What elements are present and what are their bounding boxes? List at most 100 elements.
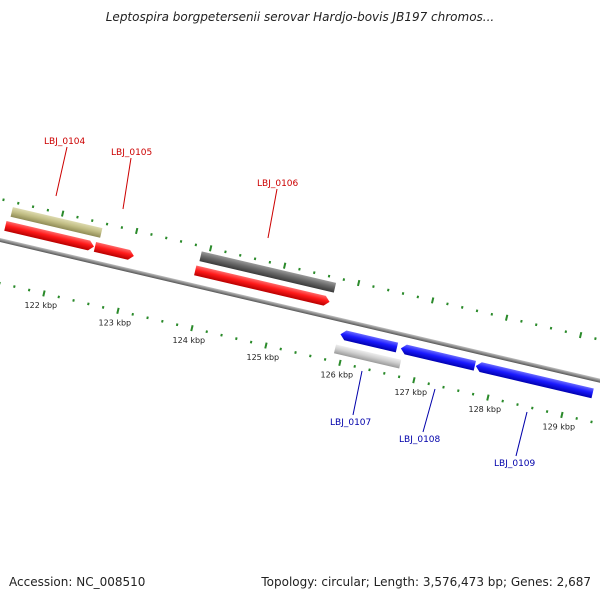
minor-tick <box>457 389 460 393</box>
minor-tick <box>294 351 297 354</box>
accession-text: Accession: NC_008510 <box>9 575 146 589</box>
gene-region-light[interactable] <box>333 344 402 369</box>
minor-tick <box>490 312 494 316</box>
minor-tick <box>383 371 386 375</box>
gene-label-LBJ_0109[interactable]: LBJ_0109 <box>494 459 536 469</box>
map-title: Leptospira borgpetersenii serovar Hardjo… <box>105 10 495 24</box>
minor-tick <box>91 219 94 223</box>
major-tick <box>486 394 490 401</box>
scale-tick-label: 123 kbp <box>99 318 132 327</box>
leader-line-LBJ_0108 <box>422 388 436 433</box>
scale-tick-label: 124 kbp <box>173 336 206 345</box>
minor-tick <box>31 205 35 209</box>
scale-tick-label: 122 kbp <box>25 301 58 310</box>
major-tick <box>209 245 213 252</box>
major-tick <box>264 342 268 349</box>
minor-tick <box>298 267 301 271</box>
minor-tick <box>253 257 257 261</box>
major-tick <box>190 325 194 332</box>
gene-label-LBJ_0106[interactable]: LBJ_0106 <box>257 179 299 189</box>
minor-tick <box>205 330 208 334</box>
major-tick <box>338 359 342 367</box>
minor-tick <box>131 312 134 316</box>
major-tick <box>560 411 564 419</box>
minor-tick <box>427 382 430 386</box>
minor-tick <box>368 368 371 372</box>
minor-tick <box>516 403 519 407</box>
minor-tick <box>564 330 568 334</box>
upper-tick-row <box>2 198 597 341</box>
major-tick <box>412 377 416 384</box>
gene-arrow-LBJ_0109[interactable] <box>475 361 594 399</box>
minor-tick <box>146 316 149 320</box>
minor-tick <box>545 410 549 413</box>
minor-tick <box>150 233 153 236</box>
minor-tick <box>2 198 5 202</box>
minor-tick <box>446 302 449 306</box>
minor-tick <box>401 292 405 295</box>
minor-tick <box>471 392 475 396</box>
leader-line-LBJ_0104 <box>55 146 68 197</box>
minor-tick <box>101 305 105 309</box>
major-tick <box>430 297 435 304</box>
minor-tick <box>353 364 356 368</box>
scale-labels: 122 kbp 123 kbp 124 kbp 125 kbp 126 kbp 127 k… <box>25 301 576 431</box>
minor-tick <box>594 337 597 341</box>
minor-tick <box>386 288 390 292</box>
topology-text: Topology: circular; Length: 3,576,473 bp… <box>261 575 591 589</box>
chromosome-backbone <box>0 235 600 386</box>
minor-tick <box>279 347 282 351</box>
gene-label-LBJ_0108[interactable]: LBJ_0108 <box>399 435 441 445</box>
pseudo-feature[interactable] <box>10 207 103 238</box>
leader-line-LBJ_0109 <box>515 411 528 457</box>
lower-tick-row <box>0 281 593 424</box>
major-tick <box>42 290 46 297</box>
minor-tick <box>57 295 61 299</box>
gene-arrow-LBJ_0108[interactable] <box>400 344 476 371</box>
minor-tick <box>397 375 401 379</box>
minor-tick <box>372 285 375 288</box>
gene-region-dark[interactable] <box>199 251 337 293</box>
minor-tick <box>268 260 272 264</box>
gene-arrow-LBJ_0104[interactable] <box>4 220 95 252</box>
gene-label-LBJ_0105[interactable]: LBJ_0105 <box>111 148 152 158</box>
minor-tick <box>224 250 227 254</box>
major-tick <box>282 262 287 269</box>
minor-tick <box>475 309 479 313</box>
minor-tick <box>590 420 593 424</box>
minor-tick <box>120 226 124 229</box>
minor-tick <box>13 285 16 289</box>
scale-tick-label: 126 kbp <box>320 370 353 379</box>
major-tick <box>356 279 361 287</box>
scale-tick-label: 127 kbp <box>394 388 427 397</box>
minor-tick <box>175 323 179 327</box>
minor-tick <box>327 274 331 278</box>
minor-tick <box>460 305 464 309</box>
minor-tick <box>235 337 238 341</box>
minor-tick <box>238 253 242 257</box>
minor-tick <box>72 298 75 302</box>
minor-tick <box>76 215 79 219</box>
minor-tick <box>575 417 578 420</box>
gene-arrow-LBJ_0106[interactable] <box>194 265 331 307</box>
gene-arrow-LBJ_0105[interactable] <box>93 241 135 261</box>
minor-tick <box>416 295 420 299</box>
scale-tick-label: 128 kbp <box>468 405 501 414</box>
minor-tick <box>342 278 346 282</box>
minor-tick <box>87 302 90 306</box>
minor-tick <box>531 406 534 410</box>
gene-label-LBJ_0104[interactable]: LBJ_0104 <box>44 137 86 147</box>
leader-line-LBJ_0105 <box>122 157 132 210</box>
major-tick <box>61 210 65 217</box>
minor-tick <box>46 208 50 212</box>
minor-tick <box>164 236 168 240</box>
gene-arrow-LBJ_0107[interactable] <box>339 329 399 353</box>
major-tick <box>116 307 120 314</box>
scale-tick-label: 125 kbp <box>247 353 280 362</box>
gene-label-LBJ_0107[interactable]: LBJ_0107 <box>330 418 371 428</box>
minor-tick <box>161 319 164 323</box>
minor-tick <box>323 358 327 361</box>
minor-tick <box>194 243 198 247</box>
minor-tick <box>220 333 223 337</box>
